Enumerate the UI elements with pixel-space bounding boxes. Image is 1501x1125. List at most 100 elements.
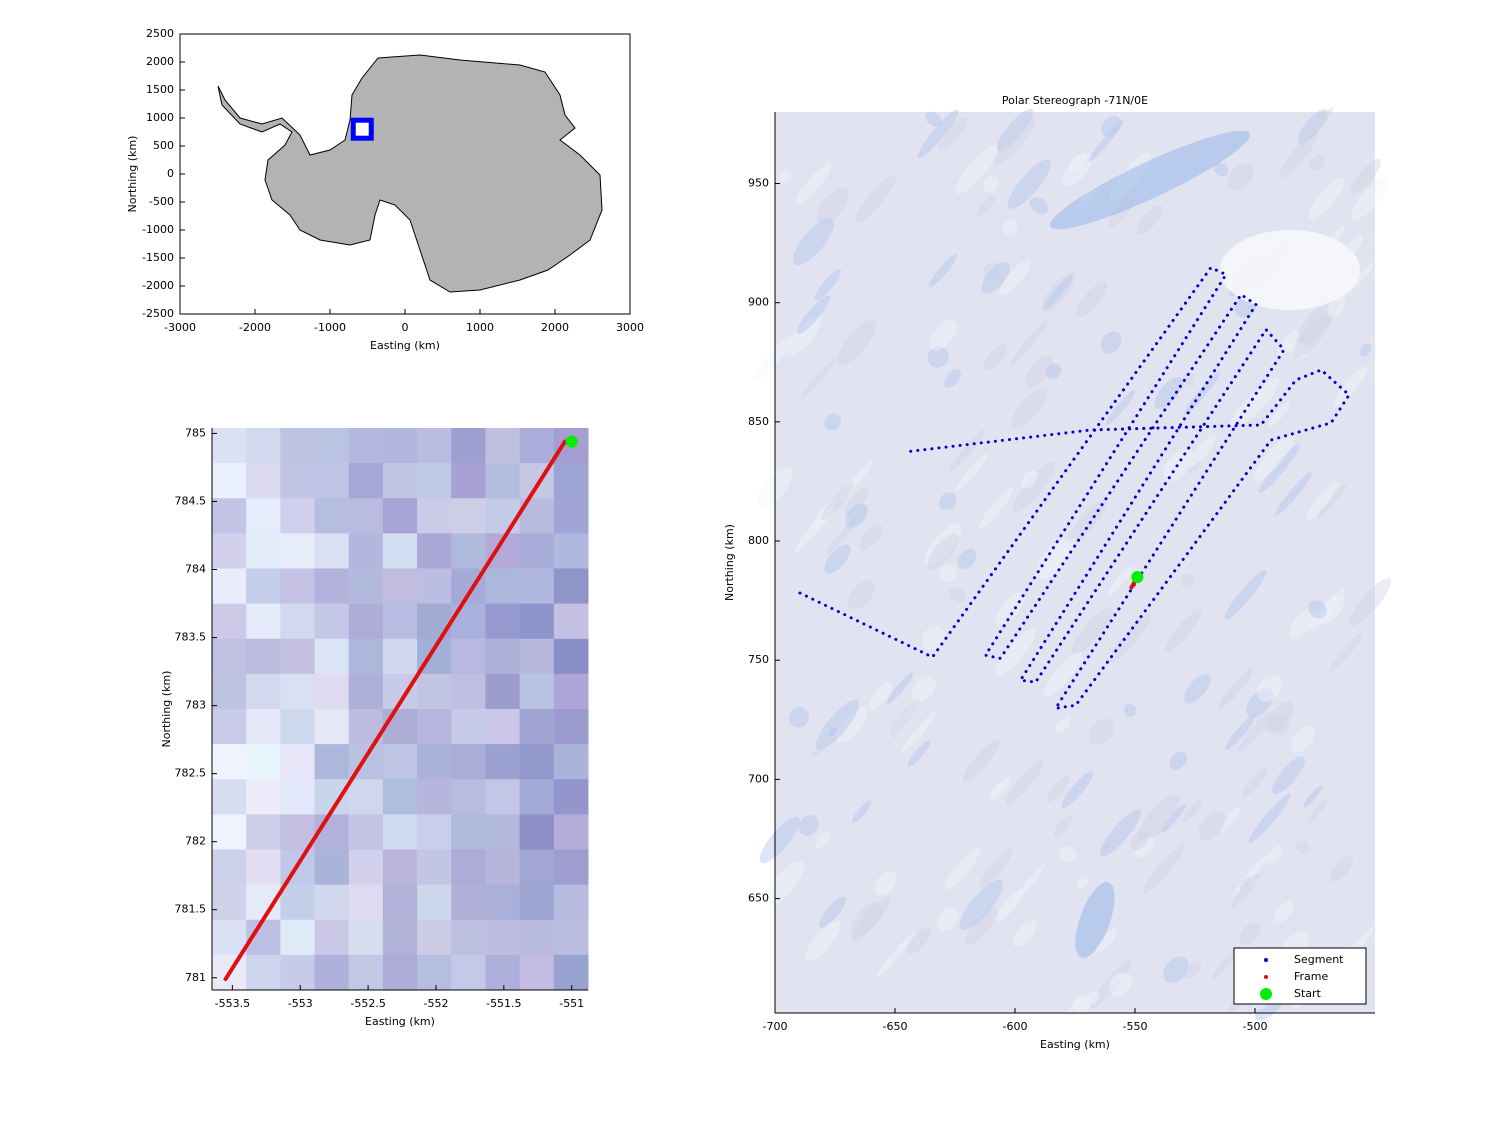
image-pixel [485, 428, 521, 464]
image-feature [1068, 152, 1087, 173]
x-tick-label: -3000 [164, 321, 196, 334]
image-pixel [553, 498, 589, 534]
image-feature [1297, 109, 1328, 144]
x-tick-label: 0 [402, 321, 409, 334]
image-pixel [553, 849, 589, 886]
image-pixel [451, 603, 486, 640]
image-feature [924, 523, 962, 566]
image-feature [828, 726, 838, 737]
image-pixel [348, 498, 384, 534]
image-feature [996, 109, 1034, 151]
image-pixel [280, 779, 316, 815]
image-pixel [280, 954, 316, 991]
image-feature [948, 429, 986, 473]
image-feature [955, 144, 998, 195]
image-feature [939, 564, 957, 583]
image-feature [1076, 281, 1108, 318]
y-tick-label: 782.5 [175, 767, 207, 780]
image-feature [1289, 608, 1317, 640]
x-axis-label: Easting (km) [365, 1015, 435, 1028]
y-tick-label: 0 [167, 167, 174, 180]
image-feature [798, 815, 819, 837]
image-feature [1100, 809, 1141, 857]
x-tick-label: -552.5 [350, 997, 385, 1010]
image-pixel [553, 744, 589, 780]
image-feature [1349, 158, 1381, 195]
image-feature [839, 459, 874, 500]
image-pixel [246, 603, 281, 640]
image-feature [1308, 587, 1346, 631]
image-feature [1061, 771, 1094, 809]
y-tick-label: -1500 [142, 251, 174, 264]
image-feature [989, 782, 1002, 797]
image-feature [826, 506, 868, 554]
image-feature [868, 682, 893, 710]
y-tick-label: 784 [185, 563, 206, 576]
image-feature [1183, 673, 1211, 704]
image-feature [1076, 876, 1089, 890]
image-feature [1109, 972, 1132, 996]
image-feature [1218, 668, 1254, 709]
image-feature [1224, 570, 1267, 620]
image-pixel [348, 603, 384, 640]
image-pixel [451, 463, 486, 499]
legend-label: Start [1294, 987, 1322, 1000]
image-feature [917, 109, 959, 159]
y-tick-label: 783 [185, 699, 206, 712]
x-tick-label: -650 [883, 1020, 908, 1033]
image-pixel [382, 954, 418, 991]
image-pixel [280, 744, 316, 780]
image-feature [1184, 372, 1220, 415]
image-feature [1303, 785, 1322, 808]
image-pixel [212, 884, 247, 921]
image-pixel [212, 814, 247, 850]
location-box [350, 117, 374, 141]
image-feature [814, 269, 842, 301]
image-feature [1164, 609, 1202, 653]
image-feature [759, 816, 801, 864]
image-feature [1043, 651, 1083, 697]
image-pixel [212, 498, 247, 534]
image-pixel [246, 954, 281, 991]
image-feature [1240, 377, 1280, 424]
image-pixel [348, 568, 384, 605]
image-pixel [246, 428, 281, 464]
x-tick-label: -600 [1003, 1020, 1028, 1033]
image-feature [792, 218, 835, 266]
image-pixel [314, 954, 350, 991]
image-feature [901, 710, 937, 754]
image-pixel [553, 603, 589, 640]
image-feature [1046, 776, 1070, 803]
image-pixel [280, 568, 316, 605]
image-pixel [451, 638, 486, 675]
image-pixel [280, 884, 316, 921]
image-pixel [314, 638, 350, 675]
image-feature [800, 358, 836, 400]
image-pixel [417, 744, 452, 780]
image-pixel [417, 498, 452, 534]
image-pixel [280, 498, 316, 534]
y-tick-label: 950 [748, 177, 769, 190]
image-feature [1238, 711, 1272, 752]
image-pixel [417, 673, 452, 710]
image-pixel [212, 533, 247, 569]
image-pixel [246, 709, 281, 745]
image-feature [1161, 803, 1186, 833]
image-feature [1273, 900, 1295, 924]
image-feature [1220, 806, 1242, 831]
image-pixel [485, 673, 521, 710]
y-tick-label: -2000 [142, 279, 174, 292]
image-feature [1256, 675, 1282, 702]
image-pixel [382, 638, 418, 675]
image-feature [886, 672, 914, 705]
image-feature [1188, 434, 1217, 468]
image-feature [925, 111, 942, 127]
image-pixel [485, 568, 521, 605]
image-pixel [382, 744, 418, 780]
image-feature [1088, 120, 1124, 162]
image-feature [1011, 386, 1048, 429]
image-pixel [280, 533, 316, 569]
image-feature [921, 625, 946, 651]
image-feature [1184, 960, 1202, 980]
